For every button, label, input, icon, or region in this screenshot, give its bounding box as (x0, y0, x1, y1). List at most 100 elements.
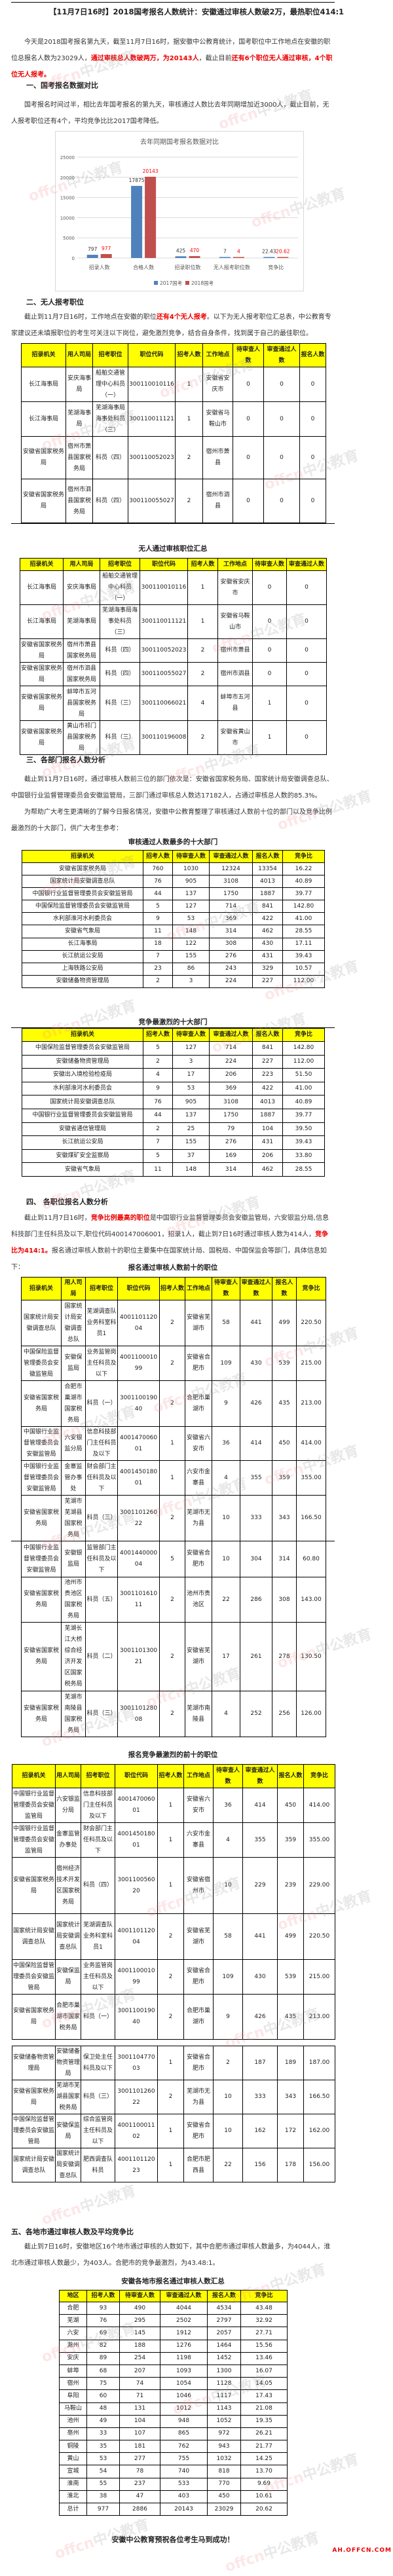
table-cell: 1887 (252, 1108, 283, 1123)
table-cell: 39.50 (282, 1122, 325, 1137)
column-header: 工作地点 (202, 343, 233, 367)
table-cell: 肥西调查队科员 (81, 2148, 115, 2182)
table-cell: 369 (209, 1081, 253, 1096)
table-cell: 马鞍山 (59, 2402, 87, 2416)
table-row: 中国银行业监督管理委员会安徽监管局 金寨监管办事处 财会部门主任科员及以下 40014… (21, 1460, 326, 1496)
poscomp-table: 安徽储备物资管理局 安徽储备物资管理局 保卫处主任科员及以下 300110477003… (12, 2046, 335, 2182)
table-row: 长江航运公安局 7 155 276 431 39.43 (22, 949, 325, 963)
table-cell: 安徽省国家税务局 (12, 1994, 56, 2040)
table-cell: 中国保险监督管理委员会安徽监管局 (22, 900, 143, 913)
legend-label: 2018国考 (191, 280, 214, 286)
table-cell: 芜湖市芜湖县国家税务局 (61, 1495, 86, 1541)
table-cell: 蚌埠 (59, 2364, 87, 2378)
table-row: 安徽储备物资管理局 2 3 224 227 112.00 (22, 974, 325, 988)
table-cell: 224 (209, 974, 253, 988)
table-cell: 400145018001 (115, 1822, 158, 1858)
table-cell: 314 (209, 925, 253, 938)
column-header: 招考人数 (159, 1277, 185, 1300)
table-cell: 安徽省六安市 (185, 1426, 212, 1461)
y-tick-label: 0 (72, 256, 75, 261)
table-cell: 长江海事局 (22, 937, 143, 951)
table-cell: 79 (209, 1122, 253, 1137)
table-cell: 科员（三） (85, 1691, 118, 1737)
table-cell: 137 (172, 887, 210, 901)
table-cell: 亳州 (59, 2427, 87, 2441)
table-cell: 48 (86, 2402, 120, 2416)
table-cell: 安徽省芜湖市 (185, 1300, 212, 1346)
table-cell: 943 (207, 2440, 241, 2454)
table-cell: 54 (86, 2465, 120, 2478)
table-cell: 安徽出入境检验检疫局 (22, 1068, 143, 1082)
table-cell: 220.50 (296, 1300, 326, 1346)
table-cell: 7 (143, 949, 173, 963)
table-cell: 206 (209, 1068, 253, 1082)
table-cell: 安徽省宿州市 (183, 1857, 214, 1914)
paragraph: 截止到11月7日16时，竞争比例最高的职位是中国银行业监督管理委员会安徽监管局，… (11, 1210, 335, 1276)
section-heading-5: 五、各地市通过审核人数及平均竞争比 (11, 2228, 134, 2236)
table-cell: 芜湖市南陵县 (185, 1691, 212, 1737)
table-cell: 5 (143, 1041, 173, 1056)
table-cell: 300110010116 (140, 570, 188, 605)
table-cell: 1012 (160, 2402, 208, 2416)
table-cell: 355.00 (303, 1822, 335, 1858)
table-cell: 安徽省合肥市 (185, 1541, 212, 1577)
table-cell: 343 (277, 2080, 304, 2114)
table-cell: 414.00 (296, 1426, 326, 1461)
table-cell: 400147006001 (115, 1788, 158, 1823)
table-cell: 芜湖市芜湖县国家税务局 (55, 2080, 81, 2114)
table-cell: 长江航运公安局 (22, 1135, 143, 1150)
table-row: 淮南 55 237 533 770 9.69 (59, 2477, 288, 2491)
table-cell: 148 (172, 1162, 210, 1177)
column-header: 招考职位 (92, 343, 128, 367)
table-cell: 414 (242, 1788, 278, 1823)
table-row: 安徽省气象局 11 148 314 462 28.55 (22, 1162, 325, 1177)
table-cell: 科员（三） (100, 686, 140, 721)
header-row: 招录机关 用人司局 招考职位 职位代码 招考人数 工作地点 待审查人数 审查通过人数 报名人数 (21, 343, 326, 367)
data-label: 7 (223, 249, 227, 255)
table-cell: 22 (213, 2148, 243, 2182)
table-row: 安徽省国家税务局 宿州经济技术开发区国家税务局 科员（四） 300110056020 1… (12, 1857, 335, 1914)
table-cell: 1 (252, 720, 287, 755)
table-cell: 426 (242, 1994, 278, 2040)
table-cell: 0 (263, 479, 300, 523)
table-cell: 17 (172, 1068, 210, 1082)
table-cell: 芜湖调查队业务科室科员1 (85, 1300, 118, 1346)
table-row: 上海铁路公安局 23 86 243 329 10.57 (22, 962, 325, 976)
table-cell: 76 (86, 2314, 120, 2328)
table-cell: 300110055027 (140, 662, 188, 686)
table-cell: 2 (143, 1054, 173, 1069)
table-cell: 1046 (160, 2389, 208, 2403)
text: 报名通过审核人数前十的职位主要集中在国家统计局、国税局、中国保监会等部门，具体信… (11, 1247, 327, 1271)
table-row: 安庆 89 254 1198 1452 13.46 (59, 2351, 288, 2365)
table-cell: 39.43 (282, 1135, 325, 1150)
deptcomp-table: 招录机关 招考人数 待审查人数 审查通过人数 报名人数 竞争比 中国保险监督管理委员会安徽监… (22, 1028, 325, 1177)
column-header: 报名人数 (252, 850, 283, 863)
table-cell: 芜湖市无为县 (185, 1495, 212, 1541)
table-row: 安徽省国家税务局 宿州市萧县国家税务局 科员（四） 300110052023 2 宿州市萧… (20, 638, 327, 663)
y-tick-label: 10000 (60, 215, 75, 221)
table-cell: 0 (286, 604, 327, 639)
article-title: 【11月7日16时】2018国考报名人数统计：安徽通过审核人数破2万，最热职位4… (48, 7, 345, 16)
column-header: 待审查人数 (252, 558, 287, 571)
table-cell: 187 (242, 2046, 278, 2080)
table-cell: 安徽储备物资管理局 (12, 2046, 56, 2080)
table-cell: 2 (159, 1495, 185, 1541)
table-cell: 安徽省国家税务局 (21, 1495, 62, 1541)
table-cell: 安徽保监局 (55, 2114, 81, 2148)
table-row: 水利部淮河水利委员会 9 53 369 422 41.00 (22, 1081, 325, 1096)
table-cell: 芜湖市无为县 (183, 2080, 214, 2114)
table-cell: 宿州市萧县 (217, 638, 253, 663)
table-cell: 143.00 (296, 1577, 326, 1623)
table-cell: 科员（三） (85, 1495, 118, 1541)
table-cell: 400145018001 (117, 1460, 160, 1496)
text: 。以下为无人报考职位汇总表，中公教育专家建议还未填报职位的考生可关注以下岗位，避… (11, 314, 331, 337)
table-cell: 400110001102 (115, 2114, 158, 2148)
table-row: 长江海事局 18 122 308 430 17.11 (22, 937, 325, 951)
table-cell: 68 (86, 2364, 120, 2378)
table-cell: 0 (286, 570, 327, 605)
table-cell: 2 (157, 1913, 184, 1960)
table-cell: 0 (299, 401, 326, 437)
table-cell: 207 (119, 2364, 160, 2378)
bar-2018国考 (233, 257, 244, 258)
table-cell: 安徽省六安市 (183, 1788, 214, 1823)
